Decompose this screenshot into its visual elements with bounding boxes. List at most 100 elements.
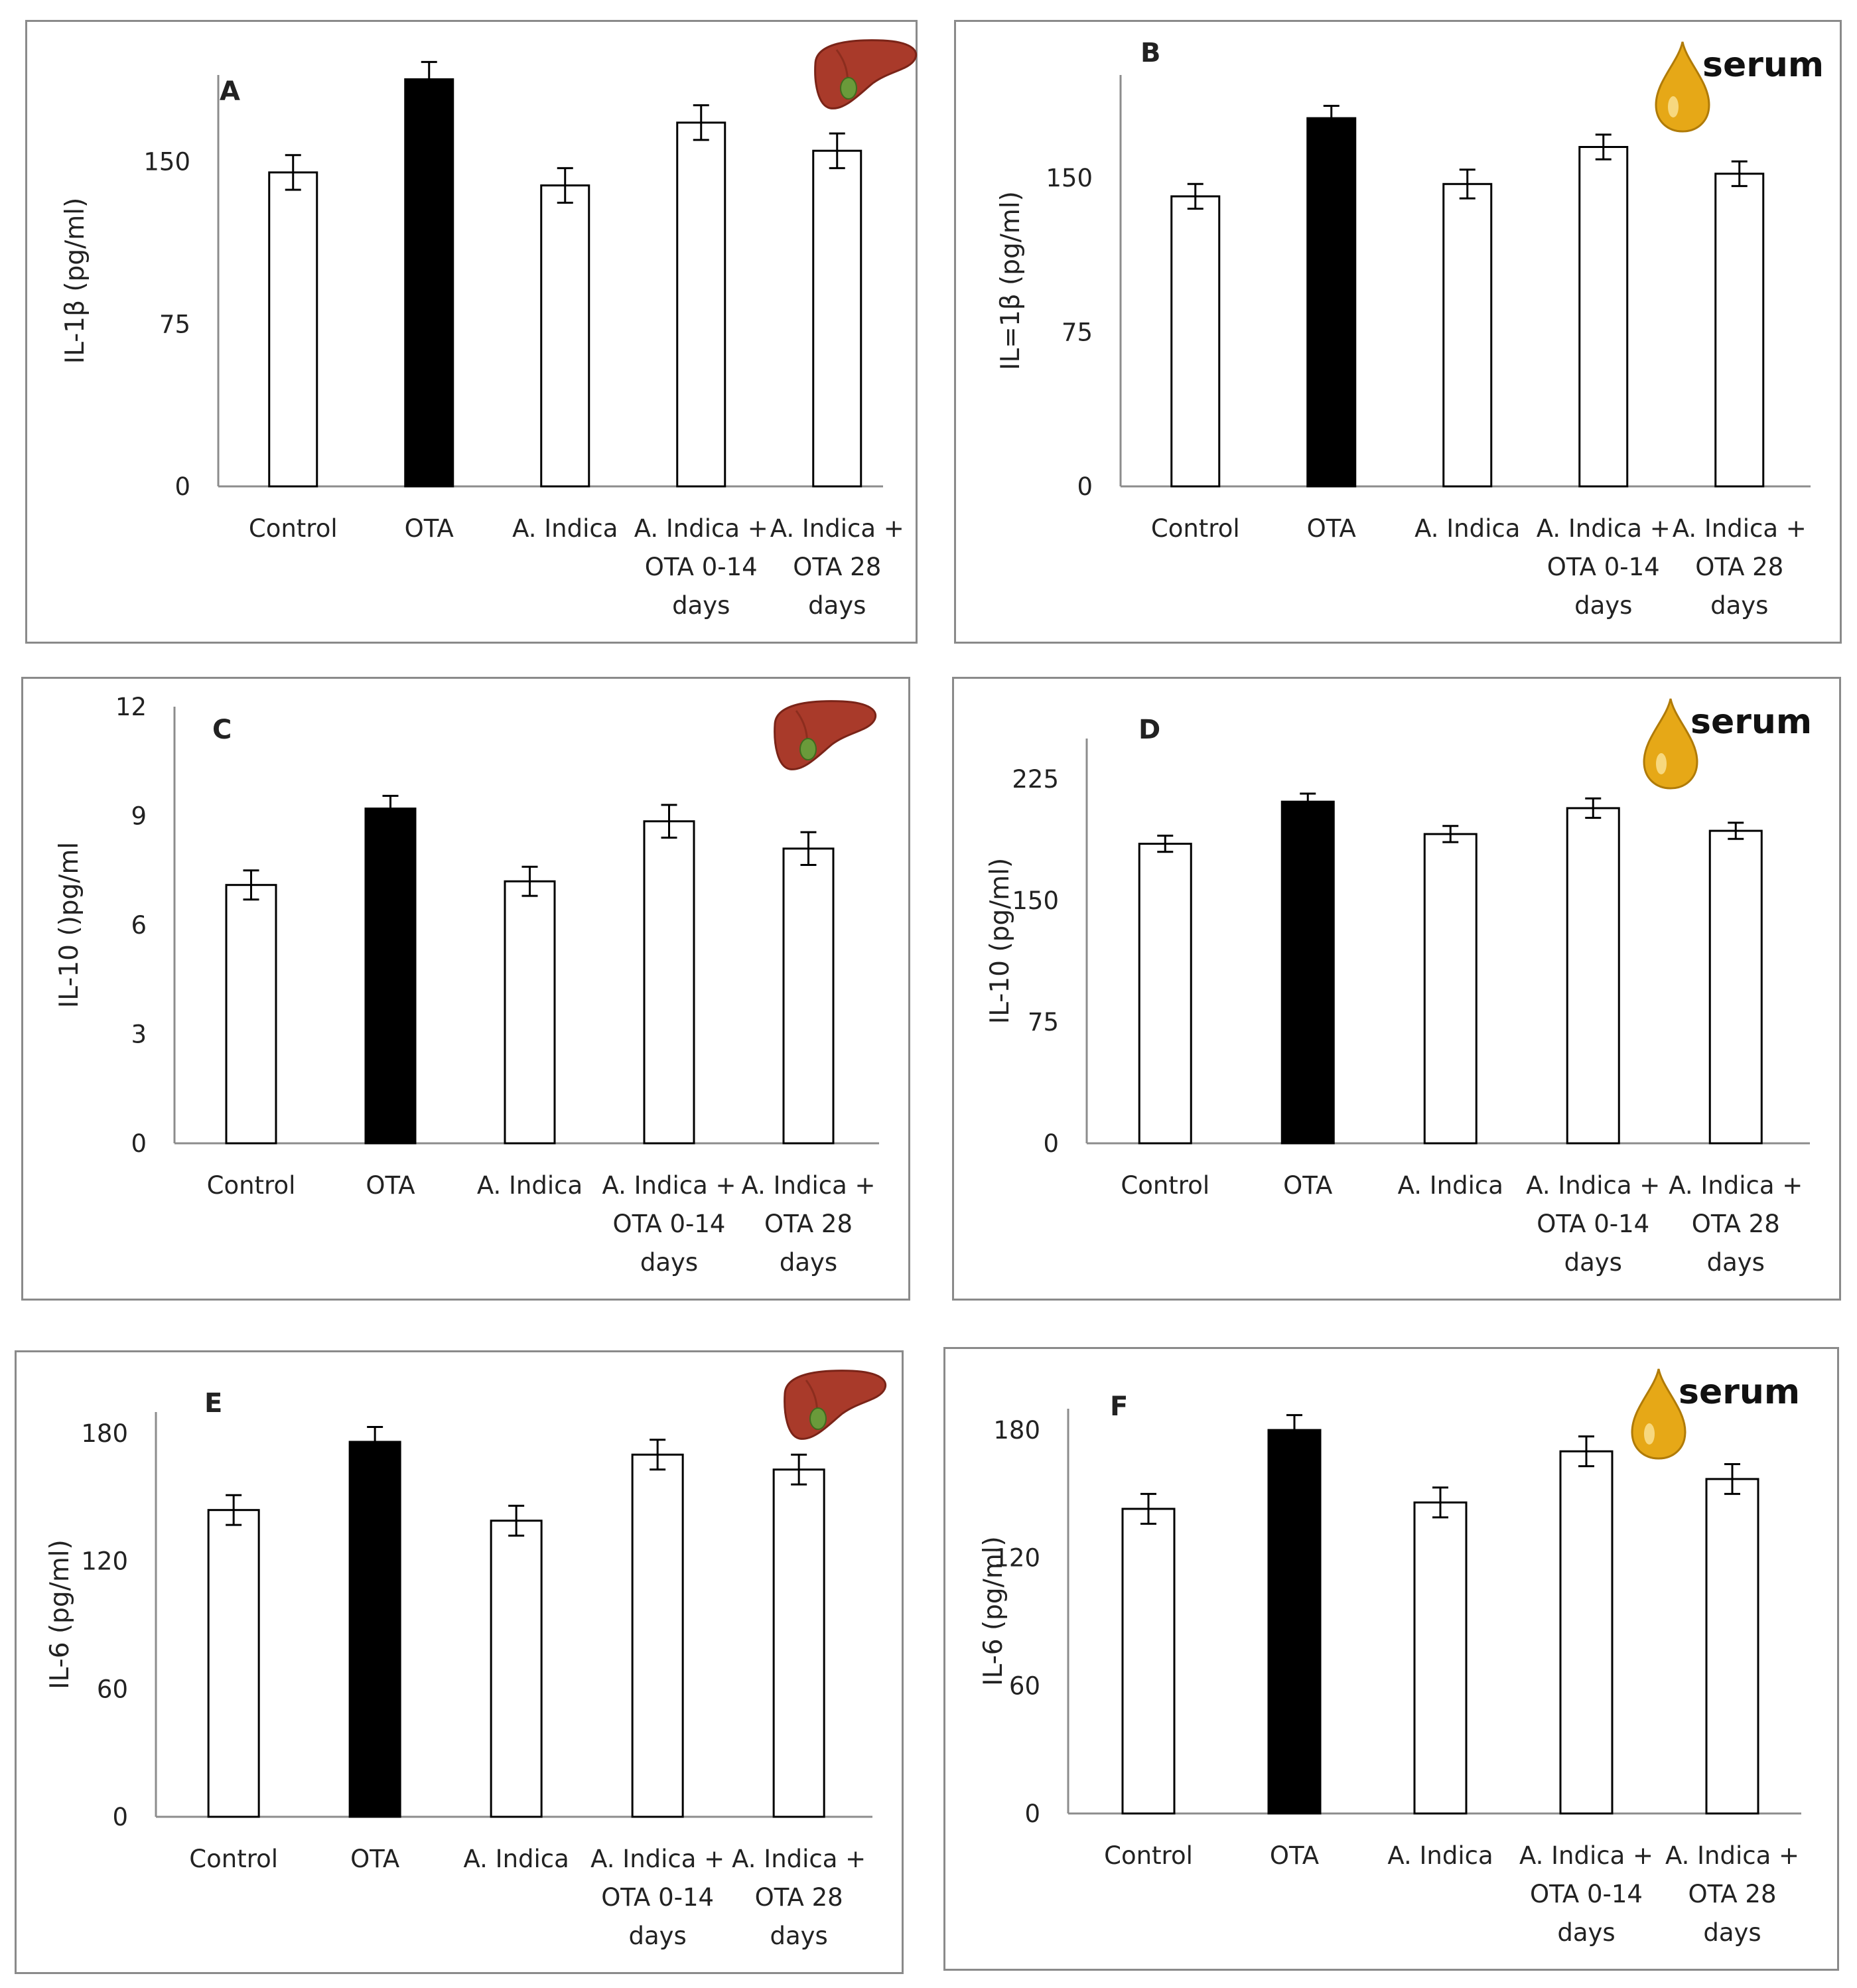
category-label: Control <box>1151 514 1240 543</box>
y-tick-label: 6 <box>131 911 147 940</box>
category-label: A. Indica + OTA 28 days <box>1669 1171 1803 1277</box>
category-label: OTA <box>1270 1841 1319 1870</box>
y-tick-label: 9 <box>131 802 147 831</box>
bar <box>504 880 556 1145</box>
y-axis-label: IL-10 (pg/ml) <box>985 858 1015 1025</box>
error-bar <box>829 132 845 169</box>
serum-drop-icon: serum <box>1643 698 1812 790</box>
category-label: A. Indica <box>1398 1171 1503 1200</box>
bar <box>772 1468 825 1818</box>
error-bar <box>1442 825 1459 843</box>
y-tick-label: 150 <box>143 148 190 177</box>
chart-panel-c: 0 3 6 9 12 IL-10 ()pg/ml C Control OTA A. Indica A… <box>21 677 910 1301</box>
error-bar <box>557 167 573 204</box>
error-bar <box>367 1425 383 1458</box>
category-label: A. Indica + OTA 0-14 days <box>1537 514 1671 620</box>
bar <box>1714 173 1765 488</box>
error-bar <box>800 831 817 867</box>
category-label: A. Indica + OTA 0-14 days <box>590 1845 724 1950</box>
bar <box>1559 1450 1614 1815</box>
error-bar <box>650 1439 666 1471</box>
bar <box>207 1509 260 1818</box>
y-tick-label: 225 <box>1012 765 1059 794</box>
bar <box>268 171 318 488</box>
bar <box>1413 1501 1468 1815</box>
bar <box>490 1520 543 1818</box>
bar <box>1578 146 1629 488</box>
y-axis-label: IL=1β (pg/ml) <box>996 191 1026 370</box>
category-label: A. Indica + OTA 28 days <box>732 1845 866 1950</box>
bar <box>364 808 417 1145</box>
y-axis-label: IL-10 ()pg/ml <box>54 842 84 1009</box>
category-label: OTA <box>1307 514 1356 543</box>
serum-label: serum <box>1679 1372 1800 1412</box>
y-tick-label: 0 <box>131 1129 147 1158</box>
error-bar <box>661 804 677 839</box>
chart-panel-e: 0 60 120 180 IL-6 (pg/ml) E Control OTA A. Indic… <box>15 1350 904 1974</box>
error-bar <box>1578 1435 1594 1468</box>
category-label: A. Indica <box>512 514 618 543</box>
category-label: A. Indica + OTA 28 days <box>770 514 904 620</box>
bar <box>348 1441 401 1818</box>
bar <box>1267 1429 1322 1815</box>
panel-label: B <box>1140 38 1161 68</box>
panel-label: C <box>212 715 232 745</box>
error-bar <box>1323 105 1340 132</box>
bar <box>1280 800 1335 1145</box>
bar <box>1566 807 1620 1145</box>
bar <box>1442 182 1493 488</box>
error-bar <box>1585 797 1602 819</box>
panel-label: A <box>220 76 240 107</box>
error-bar <box>1731 160 1748 187</box>
y-tick-label: 120 <box>81 1547 128 1576</box>
chart-svg: 0 3 6 9 12 IL-10 ()pg/ml C Control OTA A. Indica A… <box>54 693 879 1277</box>
y-tick-label: 60 <box>97 1675 128 1703</box>
category-label: Control <box>1121 1171 1209 1200</box>
error-bar <box>382 794 399 823</box>
error-bar <box>693 104 709 141</box>
y-tick-label: 75 <box>1028 1008 1059 1036</box>
bar <box>540 184 590 488</box>
bar <box>225 884 277 1145</box>
error-bar <box>508 1504 525 1537</box>
error-bar <box>285 154 301 191</box>
bar <box>1138 843 1192 1145</box>
error-bar <box>1300 792 1316 811</box>
category-label: A. Indica + OTA 28 days <box>1673 514 1807 620</box>
bar <box>1306 117 1357 488</box>
bar <box>643 820 695 1145</box>
error-bar <box>521 865 538 897</box>
bar <box>812 149 862 488</box>
bar <box>404 78 454 488</box>
y-axis-label: IL-6 (pg/ml) <box>979 1536 1008 1686</box>
category-label: A. Indica + OTA 28 days <box>1665 1841 1799 1947</box>
category-label: A. Indica + OTA 0-14 days <box>1519 1841 1653 1947</box>
y-tick-label: 150 <box>1046 164 1093 192</box>
chart-svg: 0 75 150 IL-1β (pg/ml) A Control OTA A. Indica A… <box>60 39 918 620</box>
category-label: Control <box>249 514 338 543</box>
error-bar <box>1459 169 1476 200</box>
y-tick-label: 0 <box>112 1803 128 1831</box>
error-bar <box>226 1494 242 1526</box>
bar <box>782 847 835 1145</box>
error-bar <box>791 1453 807 1486</box>
error-bar <box>243 869 259 901</box>
bar <box>631 1453 684 1818</box>
category-label: A. Indica + OTA 0-14 days <box>634 514 768 620</box>
category-label: OTA <box>350 1845 399 1873</box>
y-tick-label: 0 <box>1077 472 1093 501</box>
category-label: Control <box>1104 1841 1193 1870</box>
serum-label: serum <box>1690 702 1812 742</box>
bar <box>1708 829 1763 1145</box>
category-label: OTA <box>1283 1171 1332 1200</box>
y-tick-label: 0 <box>1043 1129 1059 1158</box>
y-tick-label: 75 <box>1062 319 1093 347</box>
bar <box>1705 1478 1759 1815</box>
error-bar <box>1140 1492 1156 1525</box>
liver-icon <box>774 700 877 770</box>
y-tick-label: 150 <box>1012 887 1059 915</box>
serum-drop-icon: serum <box>1655 41 1824 133</box>
error-bar <box>1187 182 1204 210</box>
category-label: A. Indica <box>463 1845 569 1873</box>
